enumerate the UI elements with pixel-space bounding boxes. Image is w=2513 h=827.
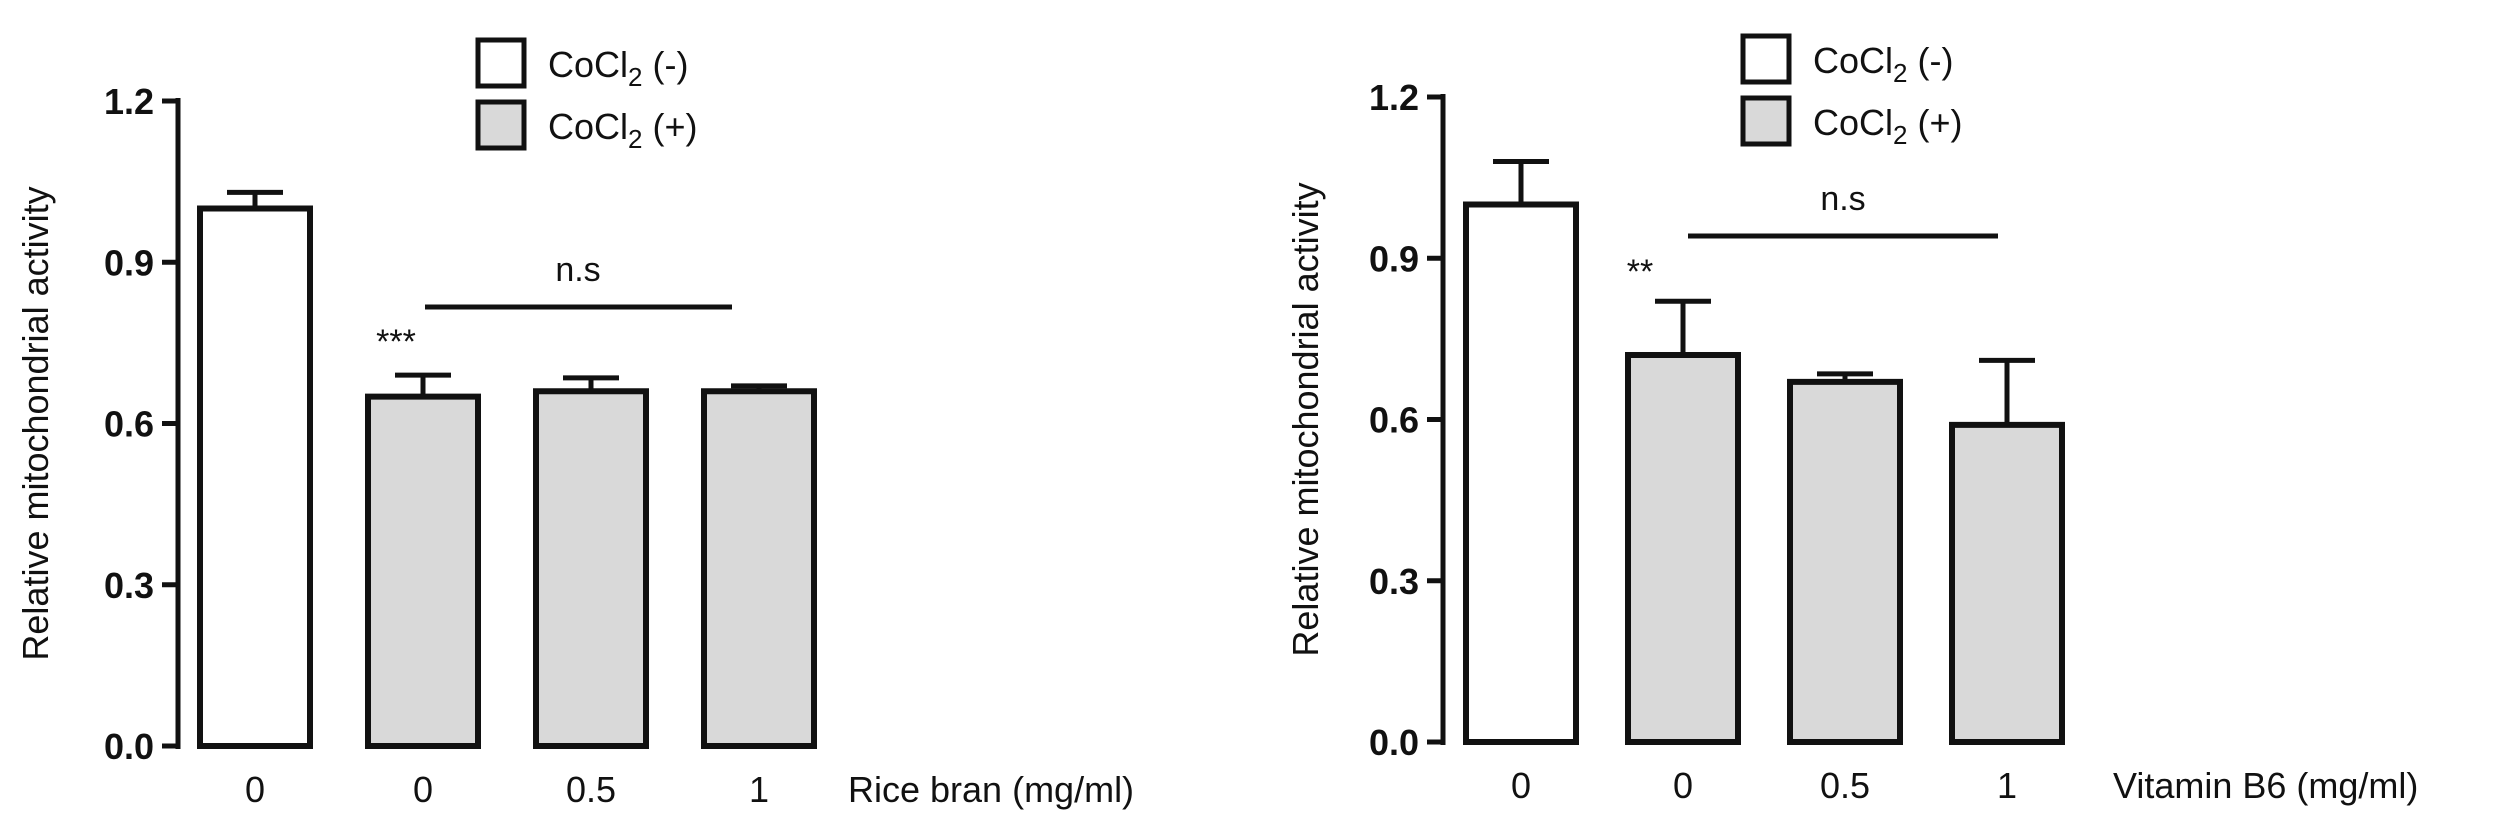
legend-label-suffix: (+) xyxy=(642,106,697,147)
y-tick-label: 0.6 xyxy=(104,404,154,445)
panel-rice-bran: 0.0 0.3 0.6 0.9 1.2 Relative mitochondrial ac… xyxy=(15,37,1134,810)
y-tick-label: 0.9 xyxy=(1369,238,1419,279)
legend-label-subscript: 2 xyxy=(1893,120,1907,150)
bar xyxy=(1787,378,1903,745)
significance-marker: ** xyxy=(1627,253,1653,291)
bar xyxy=(533,388,649,749)
significance-marker: *** xyxy=(376,323,416,361)
y-tick-label: 0.6 xyxy=(1369,400,1419,441)
bar xyxy=(1463,201,1579,745)
bar xyxy=(365,393,481,749)
legend-label-subscript: 2 xyxy=(1893,58,1907,88)
legend-label-suffix: (+) xyxy=(1907,102,1962,143)
x-category-label: 0 xyxy=(1673,765,1693,806)
legend-swatch xyxy=(475,37,527,89)
legend-label: CoCl2 (+) xyxy=(1813,102,1963,150)
y-axis-title: Relative mitochondrial activity xyxy=(15,186,56,660)
x-category-label: 0 xyxy=(413,769,433,810)
legend-label: CoCl2 (+) xyxy=(548,106,698,154)
y-tick-label: 1.2 xyxy=(1369,77,1419,118)
legend-label-suffix: (-) xyxy=(642,44,688,85)
legend-label-base: CoCl xyxy=(1813,102,1893,143)
legend-label: CoCl2 (-) xyxy=(548,44,688,92)
y-axis-title: Relative mitochondrial activity xyxy=(1285,182,1326,656)
y-tick-label: 1.2 xyxy=(104,81,154,122)
ns-label: n.s xyxy=(1820,180,1865,218)
y-tick-label: 0.0 xyxy=(104,726,154,767)
legend-label-base: CoCl xyxy=(1813,40,1893,81)
bar xyxy=(701,388,817,749)
panel-vitamin-b6: 0.0 0.3 0.6 0.9 1.2 Relative mitochondrial ac… xyxy=(1285,33,2418,806)
legend-label-subscript: 2 xyxy=(628,62,642,92)
legend-label-suffix: (-) xyxy=(1907,40,1953,81)
legend-label-subscript: 2 xyxy=(628,124,642,154)
bar xyxy=(197,205,313,749)
y-tick-label: 0.3 xyxy=(1369,561,1419,602)
legend-swatch xyxy=(1740,95,1792,147)
x-category-label: 0.5 xyxy=(566,769,616,810)
legend-label: CoCl2 (-) xyxy=(1813,40,1953,88)
x-category-label: 1 xyxy=(749,769,769,810)
x-category-label: 0.5 xyxy=(1820,765,1870,806)
y-tick-label: 0.0 xyxy=(1369,722,1419,763)
x-axis-title: Vitamin B6 (mg/ml) xyxy=(2113,765,2418,806)
legend-label-base: CoCl xyxy=(548,106,628,147)
bar xyxy=(1625,352,1741,745)
legend-swatch xyxy=(475,99,527,151)
x-category-label: 0 xyxy=(245,769,265,810)
legend-swatch xyxy=(1740,33,1792,85)
bar xyxy=(1949,421,2065,745)
y-tick-label: 0.9 xyxy=(104,242,154,283)
x-axis-title: Rice bran (mg/ml) xyxy=(848,769,1134,810)
ns-label: n.s xyxy=(555,251,600,289)
x-category-label: 0 xyxy=(1511,765,1531,806)
legend-label-base: CoCl xyxy=(548,44,628,85)
x-category-label: 1 xyxy=(1997,765,2017,806)
y-tick-label: 0.3 xyxy=(104,565,154,606)
